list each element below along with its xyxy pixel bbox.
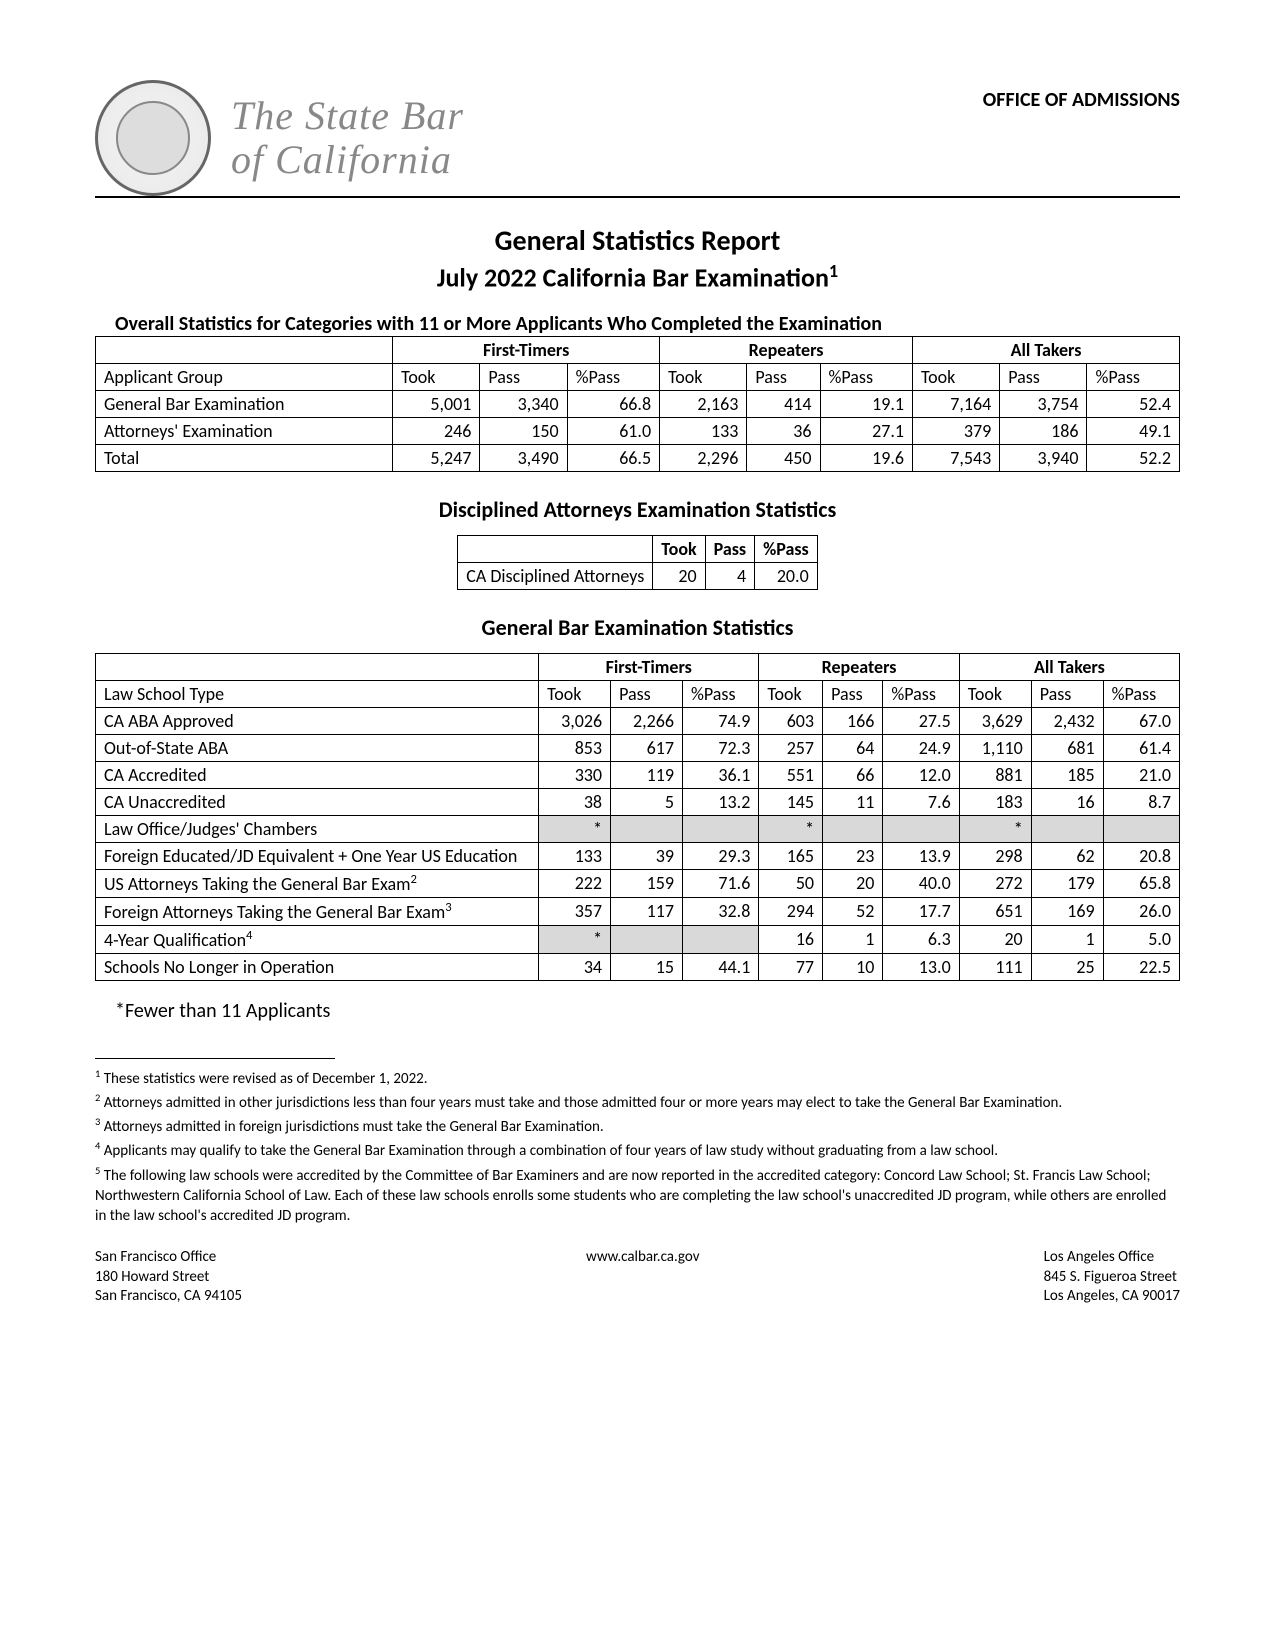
table-row: CA Accredited33011936.15516612.088118521… <box>96 761 1180 788</box>
row-label: 4-Year Qualification4 <box>96 925 539 953</box>
report-title: General Statistics Report <box>95 223 1180 258</box>
table-row: US Attorneys Taking the General Bar Exam… <box>96 869 1180 897</box>
row-label: General Bar Examination <box>96 390 393 417</box>
col-group-repeat: Repeaters <box>660 336 913 363</box>
table-row: Schools No Longer in Operation341544.177… <box>96 953 1180 980</box>
row-label: CA ABA Approved <box>96 707 539 734</box>
report-description: Overall Statistics for Categories with 1… <box>95 312 1180 336</box>
col-group-all: All Takers <box>913 336 1180 363</box>
footnote-separator <box>95 1058 335 1059</box>
footnote: 2 Attorneys admitted in other jurisdicti… <box>95 1091 1180 1113</box>
table-row: CA ABA Approved3,0262,26674.960316627.53… <box>96 707 1180 734</box>
state-bar-seal-icon <box>95 80 211 196</box>
row-label: Attorneys' Examination <box>96 417 393 444</box>
footer-left: San Francisco Office 180 Howard Street S… <box>95 1248 242 1307</box>
title-block: General Statistics Report July 2022 Cali… <box>95 223 1180 294</box>
table-row: Law Office/Judges' Chambers*** <box>96 815 1180 842</box>
asterisk-note: *Fewer than 11 Applicants <box>115 999 1180 1023</box>
footnote: 1 These statistics were revised as of De… <box>95 1067 1180 1089</box>
disciplined-title: Disciplined Attorneys Examination Statis… <box>95 496 1180 523</box>
header-left: The State Bar of California <box>95 80 464 196</box>
row-label: Schools No Longer in Operation <box>96 953 539 980</box>
table-row: General Bar Examination5,0013,34066.82,1… <box>96 390 1180 417</box>
general-stats-table: First-Timers Repeaters All Takers Law Sc… <box>95 653 1180 981</box>
row-label: Out-of-State ABA <box>96 734 539 761</box>
overall-stats-table: First-Timers Repeaters All Takers Applic… <box>95 336 1180 472</box>
table-row: Foreign Attorneys Taking the General Bar… <box>96 897 1180 925</box>
page-footer: San Francisco Office 180 Howard Street S… <box>95 1248 1180 1307</box>
row-label: Foreign Attorneys Taking the General Bar… <box>96 897 539 925</box>
report-subtitle: July 2022 California Bar Examination1 <box>95 260 1180 294</box>
org-name: The State Bar of California <box>231 94 464 182</box>
table-row: 4-Year Qualification4*1616.32015.0 <box>96 925 1180 953</box>
table-row: Total5,2473,49066.52,29645019.67,5433,94… <box>96 444 1180 471</box>
table-row: Out-of-State ABA85361772.32576424.91,110… <box>96 734 1180 761</box>
table-row: Foreign Educated/JD Equivalent + One Yea… <box>96 842 1180 869</box>
row-label: Foreign Educated/JD Equivalent + One Yea… <box>96 842 539 869</box>
office-label: OFFICE OF ADMISSIONS <box>983 88 1180 112</box>
disciplined-row-label: CA Disciplined Attorneys <box>458 562 653 589</box>
general-title: General Bar Examination Statistics <box>95 614 1180 641</box>
row-label: Total <box>96 444 393 471</box>
table-row: CA Unaccredited38513.2145117.6183168.7 <box>96 788 1180 815</box>
row-label: Law Office/Judges' Chambers <box>96 815 539 842</box>
footnotes: 1 These statistics were revised as of De… <box>95 1067 1180 1227</box>
row-header-label: Applicant Group <box>96 363 393 390</box>
footnote: 3 Attorneys admitted in foreign jurisdic… <box>95 1115 1180 1137</box>
footnote: 4 Applicants may qualify to take the Gen… <box>95 1139 1180 1161</box>
disciplined-table: Took Pass %Pass CA Disciplined Attorneys… <box>457 535 817 590</box>
general-row-header: Law School Type <box>96 680 539 707</box>
table-row: Attorneys' Examination24615061.01333627.… <box>96 417 1180 444</box>
org-line1: The State Bar <box>231 94 464 138</box>
col-group-first: First-Timers <box>393 336 660 363</box>
footer-right: Los Angeles Office 845 S. Figueroa Stree… <box>1044 1248 1180 1307</box>
footer-center: www.calbar.ca.gov <box>586 1248 699 1307</box>
row-label: US Attorneys Taking the General Bar Exam… <box>96 869 539 897</box>
row-label: CA Unaccredited <box>96 788 539 815</box>
footnote: 5 The following law schools were accredi… <box>95 1164 1180 1227</box>
org-line2: of California <box>231 138 464 182</box>
page-header: The State Bar of California OFFICE OF AD… <box>95 80 1180 198</box>
row-label: CA Accredited <box>96 761 539 788</box>
